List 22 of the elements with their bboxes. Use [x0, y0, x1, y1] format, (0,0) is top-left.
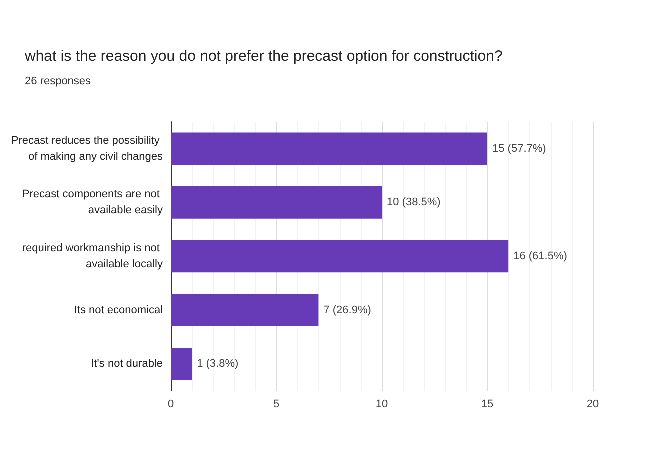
y-tick-label: Precast reduces the possibility of making any civil changes	[11, 134, 164, 163]
data-label: 16 (61.5%)	[514, 250, 568, 262]
x-tick-label: 10	[376, 398, 388, 410]
y-tick-label: required workmanship is not available locally	[22, 242, 164, 270]
x-tick-label: 20	[586, 398, 600, 410]
y-tick-label: Its not economical	[74, 304, 163, 316]
chart-title: what is the reason you do not prefer the precast option for construction?	[24, 48, 503, 65]
data-label: 1 (3.8%)	[197, 358, 239, 370]
bar	[171, 132, 488, 166]
x-tick-label: 0	[168, 398, 174, 410]
data-label: 7 (26.9%)	[324, 304, 372, 316]
bar	[171, 294, 319, 326]
data-label: 15 (57.7%)	[492, 142, 546, 155]
bar	[171, 240, 509, 273]
bar	[171, 186, 382, 219]
x-tick-label: 15	[481, 398, 494, 410]
text: 26 responses	[25, 76, 92, 88]
x-tick-label: 5	[273, 398, 280, 410]
y-tick-label: Precast components are not available easily	[22, 188, 164, 217]
y-tick-label: It's not durable	[91, 358, 163, 370]
data-label: 10 (38.5%)	[387, 196, 441, 209]
bar	[171, 348, 192, 380]
